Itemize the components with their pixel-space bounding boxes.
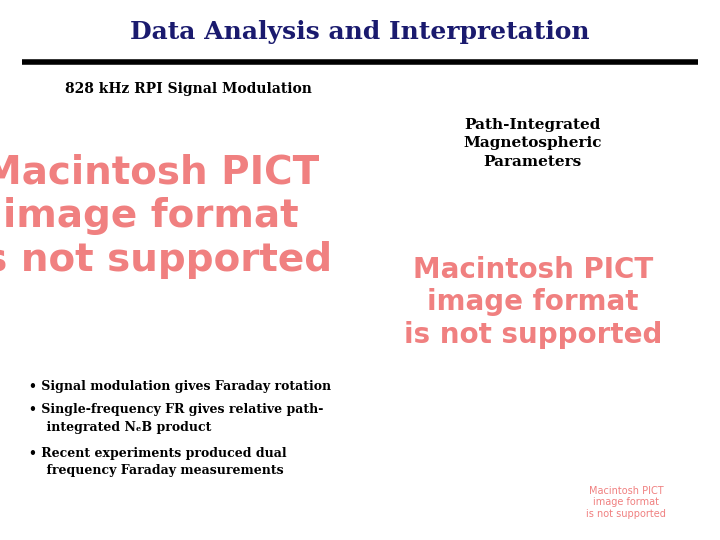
Text: • Signal modulation gives Faraday rotation: • Signal modulation gives Faraday rotati… bbox=[29, 380, 331, 393]
Text: Data Analysis and Interpretation: Data Analysis and Interpretation bbox=[130, 21, 590, 44]
Text: Macintosh PICT
image format
is not supported: Macintosh PICT image format is not suppo… bbox=[587, 485, 666, 519]
Text: Macintosh PICT
image format
is not supported: Macintosh PICT image format is not suppo… bbox=[404, 256, 662, 349]
Text: Path-Integrated
Magnetospheric
Parameters: Path-Integrated Magnetospheric Parameter… bbox=[464, 118, 602, 168]
Text: Macintosh PICT
image format
is not supported: Macintosh PICT image format is not suppo… bbox=[0, 153, 332, 279]
Text: • Single-frequency FR gives relative path-
    integrated NₑB product: • Single-frequency FR gives relative pat… bbox=[29, 403, 323, 434]
Text: • Recent experiments produced dual
    frequency Faraday measurements: • Recent experiments produced dual frequ… bbox=[29, 447, 287, 477]
Text: 828 kHz RPI Signal Modulation: 828 kHz RPI Signal Modulation bbox=[65, 82, 312, 96]
